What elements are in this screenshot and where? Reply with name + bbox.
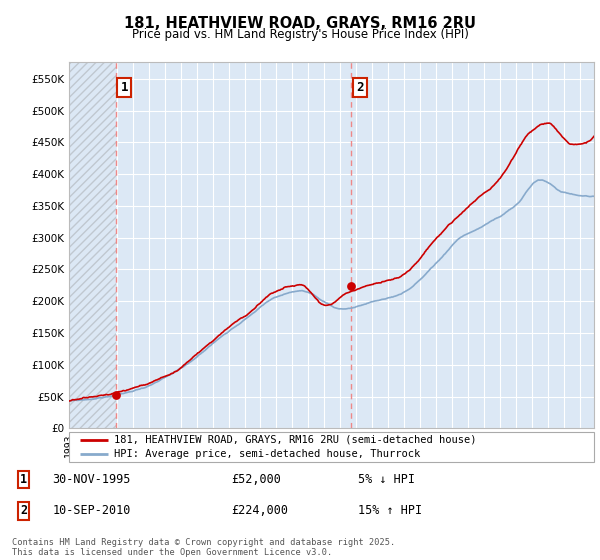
Point: [347, 282, 356, 291]
Text: 1: 1: [121, 81, 128, 94]
Text: 10-SEP-2010: 10-SEP-2010: [52, 504, 131, 517]
Text: 181, HEATHVIEW ROAD, GRAYS, RM16 2RU (semi-detached house): 181, HEATHVIEW ROAD, GRAYS, RM16 2RU (se…: [113, 435, 476, 445]
Text: 2: 2: [356, 81, 364, 94]
Point: [111, 391, 121, 400]
Text: 5% ↓ HPI: 5% ↓ HPI: [358, 473, 415, 486]
Text: 2: 2: [20, 504, 27, 517]
Text: Price paid vs. HM Land Registry's House Price Index (HPI): Price paid vs. HM Land Registry's House …: [131, 28, 469, 41]
Text: £224,000: £224,000: [231, 504, 288, 517]
Text: 1: 1: [20, 473, 27, 486]
Text: £52,000: £52,000: [231, 473, 281, 486]
Bar: [69, 62, 116, 428]
Text: Contains HM Land Registry data © Crown copyright and database right 2025.
This d: Contains HM Land Registry data © Crown c…: [12, 538, 395, 557]
Text: 181, HEATHVIEW ROAD, GRAYS, RM16 2RU: 181, HEATHVIEW ROAD, GRAYS, RM16 2RU: [124, 16, 476, 31]
Text: 15% ↑ HPI: 15% ↑ HPI: [358, 504, 422, 517]
Text: 30-NOV-1995: 30-NOV-1995: [52, 473, 131, 486]
Text: HPI: Average price, semi-detached house, Thurrock: HPI: Average price, semi-detached house,…: [113, 450, 420, 459]
FancyBboxPatch shape: [69, 432, 594, 462]
